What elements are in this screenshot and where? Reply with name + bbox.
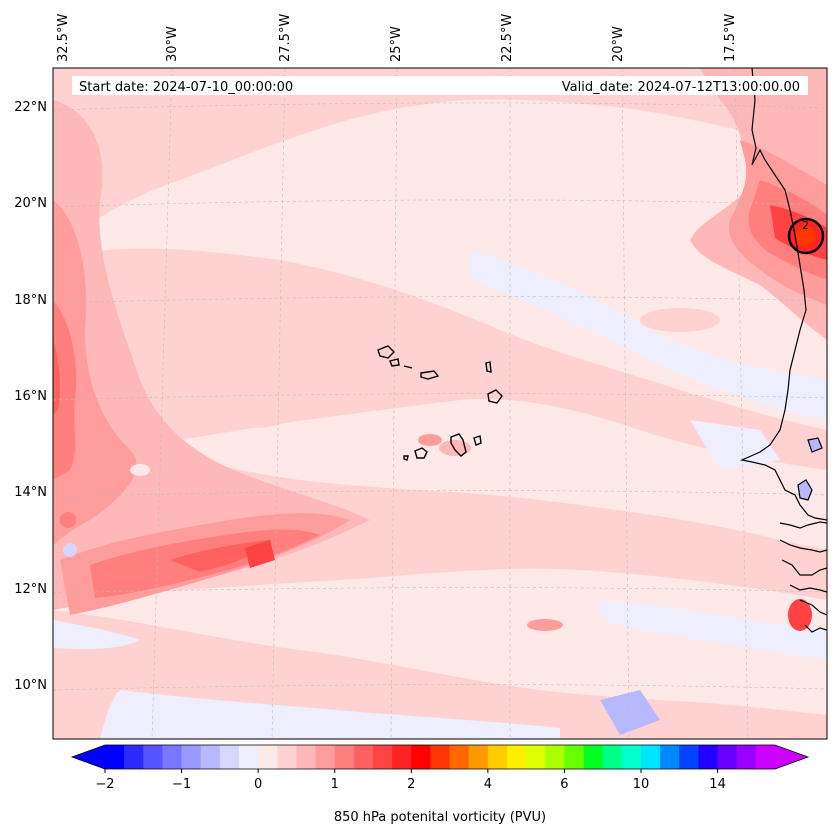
colorbar-cell [430, 745, 451, 769]
colorbar-cell [679, 745, 700, 769]
colorbar-title: 850 hPa potenital vorticity (PVU) [334, 810, 546, 825]
map-frame [52, 67, 828, 740]
colorbar: −2 −1 0 1 2 4 6 10 14 850 hPa potenital vorticit… [70, 744, 810, 825]
colorbar-cell [717, 745, 738, 769]
colorbar-cell [507, 745, 527, 769]
colorbar-tick-label: 0 [254, 777, 262, 792]
lon-label: 20°W [611, 26, 626, 62]
colorbar-ticks: −2 −1 0 1 2 4 6 10 14 [95, 769, 726, 792]
colorbar-cells [105, 745, 776, 769]
colorbar-outline [70, 744, 810, 770]
cape-verde-islands [377, 345, 503, 461]
colorbar-tick-label: 2 [407, 777, 415, 792]
colorbar-extend-high [775, 745, 808, 769]
colorbar-extend-low [72, 745, 105, 769]
graticule [53, 68, 827, 739]
colorbar-cell [296, 745, 317, 769]
colorbar-cell [373, 745, 393, 769]
colorbar-cell [660, 745, 680, 769]
colorbar-cell [181, 745, 202, 769]
colorbar-cell [162, 745, 183, 769]
colorbar-cell [239, 745, 259, 769]
colorbar-cell [468, 745, 489, 769]
colorbar-cell [277, 745, 298, 769]
colorbar-cell [449, 745, 470, 769]
lon-label: 17.5°W [723, 14, 738, 62]
colorbar-cell [200, 745, 221, 769]
cyclone-center-label: 2 [802, 219, 809, 232]
lat-label: 22°N [14, 100, 47, 115]
lon-label: 27.5°W [278, 14, 293, 62]
colorbar-cell [258, 745, 278, 769]
lon-label: 30°W [165, 26, 180, 62]
colorbar-cell [602, 745, 623, 769]
colorbar-tick-label: −1 [172, 777, 191, 792]
colorbar-cell [755, 745, 776, 769]
longitude-labels: 32.5°W 30°W 27.5°W 25°W 22.5°W 20°W 17.5… [56, 14, 738, 62]
colorbar-cell [353, 745, 374, 769]
colorbar-tick-label: 14 [709, 777, 726, 792]
lat-label: 14°N [14, 485, 47, 500]
colorbar-cell [564, 745, 585, 769]
lon-label: 25°W [389, 26, 404, 62]
pv-field: 2 [53, 68, 827, 739]
valid-date-label: Valid_date: 2024-07-12T13:00:00.00 [562, 80, 800, 95]
colorbar-tick-label: −2 [95, 777, 114, 792]
colorbar-cell [124, 745, 144, 769]
colorbar-tick-label: 10 [633, 777, 650, 792]
lat-label: 18°N [14, 293, 47, 308]
colorbar-tick-label: 6 [560, 777, 568, 792]
header-info-box [72, 76, 808, 95]
colorbar-tick-label: 4 [484, 777, 492, 792]
colorbar-cell [487, 745, 508, 769]
colorbar-cell [392, 745, 412, 769]
colorbar-cell [698, 745, 719, 769]
colorbar-cell [411, 745, 432, 769]
colorbar-cell [621, 745, 642, 769]
colorbar-cell [545, 745, 566, 769]
start-date-label: Start date: 2024-07-10_00:00:00 [79, 80, 293, 95]
west-africa-coastline [740, 68, 827, 633]
colorbar-cell [315, 745, 336, 769]
colorbar-cell [736, 745, 757, 769]
colorbar-tick-label: 1 [331, 777, 339, 792]
colorbar-cell [583, 745, 604, 769]
lon-label: 22.5°W [500, 14, 515, 62]
lat-label: 10°N [14, 678, 47, 693]
colorbar-cell [526, 745, 546, 769]
colorbar-cell [105, 745, 125, 769]
lon-label: 32.5°W [56, 14, 71, 62]
colorbar-cell [219, 745, 240, 769]
latitude-labels: 22°N 20°N 18°N 16°N 14°N 12°N 10°N [14, 100, 47, 693]
colorbar-cell [641, 745, 661, 769]
lat-label: 12°N [14, 582, 47, 597]
lat-label: 16°N [14, 389, 47, 404]
colorbar-cell [334, 745, 355, 769]
colorbar-cell [143, 745, 164, 769]
lat-label: 20°N [14, 196, 47, 211]
